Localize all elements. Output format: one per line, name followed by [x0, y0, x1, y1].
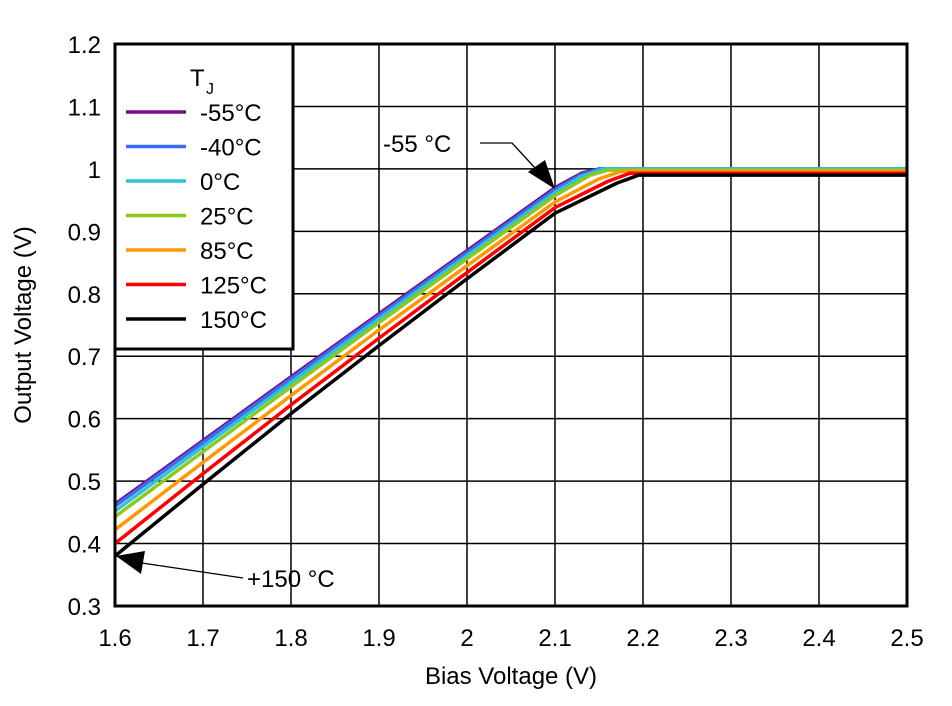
x-axis-label: Bias Voltage (V)	[425, 663, 597, 690]
series-lines	[113, 167, 907, 558]
y-axis-label: Output Voltage (V)	[10, 226, 37, 423]
series-line	[113, 167, 907, 513]
x-tick-label: 1.6	[98, 625, 131, 652]
y-tick-label: 0.4	[68, 532, 101, 559]
y-tick-label: 0.5	[68, 469, 101, 496]
annotation-plus150: +150 °C	[247, 566, 335, 593]
x-tick-label: 1.8	[274, 625, 307, 652]
x-tick-label: 1.7	[186, 625, 219, 652]
legend-label: 25°C	[200, 204, 254, 231]
y-tick-label: 0.3	[68, 594, 101, 621]
legend: T J -55°C -40°C 0°C 25°C 85°C 125°C 150°C	[113, 42, 295, 351]
legend-label: 125°C	[200, 273, 267, 300]
y-tick-label: 0.9	[68, 219, 101, 246]
legend-label: 85°C	[200, 238, 254, 265]
annotation-minus55-arrowhead	[528, 160, 555, 189]
y-tick-label: 1.1	[68, 94, 101, 121]
x-tick-label: 2.5	[890, 625, 923, 652]
annotations: -55 °C +150 °C	[116, 131, 555, 593]
legend-box	[113, 42, 295, 351]
y-tick-label: 1	[88, 157, 101, 184]
x-tick-label: 2.3	[714, 625, 747, 652]
y-tick-label: 0.8	[68, 282, 101, 309]
annotation-plus150-arrowhead	[116, 551, 145, 574]
series-line	[113, 168, 907, 519]
legend-title-subscript: J	[206, 81, 214, 98]
x-tick-label: 2	[460, 625, 473, 652]
x-tick-label: 2.4	[802, 625, 835, 652]
y-tick-label: 0.7	[68, 344, 101, 371]
axes: 1.6 1.7 1.8 1.9 2 2.1 2.2 2.3 2.4 2.5 0.3 0.4 0.5 0.6…	[68, 32, 924, 652]
series-line	[113, 171, 907, 545]
x-tick-label: 2.1	[538, 625, 571, 652]
plot-frame	[113, 42, 909, 608]
y-tick-label: 1.2	[68, 32, 101, 59]
y-tick-label: 0.6	[68, 407, 101, 434]
legend-label: -55°C	[200, 100, 262, 127]
legend-label: 0°C	[200, 169, 240, 196]
x-tick-label: 2.2	[626, 625, 659, 652]
x-tick-label: 1.9	[362, 625, 395, 652]
annotation-minus55: -55 °C	[383, 131, 451, 158]
series-line	[113, 169, 907, 532]
series-line	[113, 173, 907, 558]
legend-label: -40°C	[200, 135, 262, 162]
legend-label: 150°C	[200, 307, 267, 334]
legend-title: T	[190, 65, 205, 92]
annotation-plus150-leader	[134, 561, 244, 579]
